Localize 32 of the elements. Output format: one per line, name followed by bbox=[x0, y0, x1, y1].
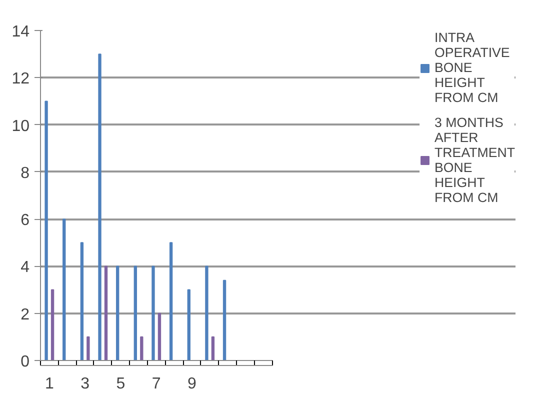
bar bbox=[104, 266, 108, 360]
bar bbox=[140, 336, 144, 360]
y-tick-label: 2 bbox=[20, 306, 30, 324]
bar bbox=[50, 289, 54, 360]
y-tick-label: 12 bbox=[12, 70, 30, 88]
x-tick-label: 9 bbox=[188, 376, 197, 392]
bar bbox=[86, 336, 90, 360]
bar bbox=[80, 242, 84, 360]
legend-label: 3 MONTHS AFTER TREATMENT BONE HEIGHT FROM CM bbox=[434, 115, 515, 205]
bar bbox=[152, 266, 155, 360]
legend-label: INTRA OPERATIVE BONE HEIGHT FROM CM bbox=[434, 30, 510, 105]
bar bbox=[222, 280, 226, 360]
x-tick-label: 3 bbox=[80, 376, 90, 392]
bar bbox=[44, 100, 48, 360]
bar bbox=[98, 54, 102, 360]
y-tick-label: 10 bbox=[12, 118, 30, 135]
bar bbox=[205, 266, 208, 360]
y-tick-label: 0 bbox=[20, 354, 30, 370]
bar bbox=[158, 312, 162, 360]
y-tick-label: 6 bbox=[20, 212, 30, 230]
bar bbox=[169, 242, 173, 360]
x-tick-label: 1 bbox=[44, 376, 54, 392]
y-tick-label: 14 bbox=[12, 24, 30, 40]
x-tick-label: 7 bbox=[152, 376, 161, 392]
bar bbox=[134, 266, 138, 360]
bar bbox=[62, 218, 66, 360]
y-tick-label: 8 bbox=[20, 164, 30, 182]
bar bbox=[187, 289, 190, 360]
y-tick-label: 4 bbox=[20, 259, 30, 276]
bar bbox=[116, 266, 120, 360]
bar bbox=[211, 336, 215, 360]
x-tick-label: 5 bbox=[116, 376, 126, 392]
